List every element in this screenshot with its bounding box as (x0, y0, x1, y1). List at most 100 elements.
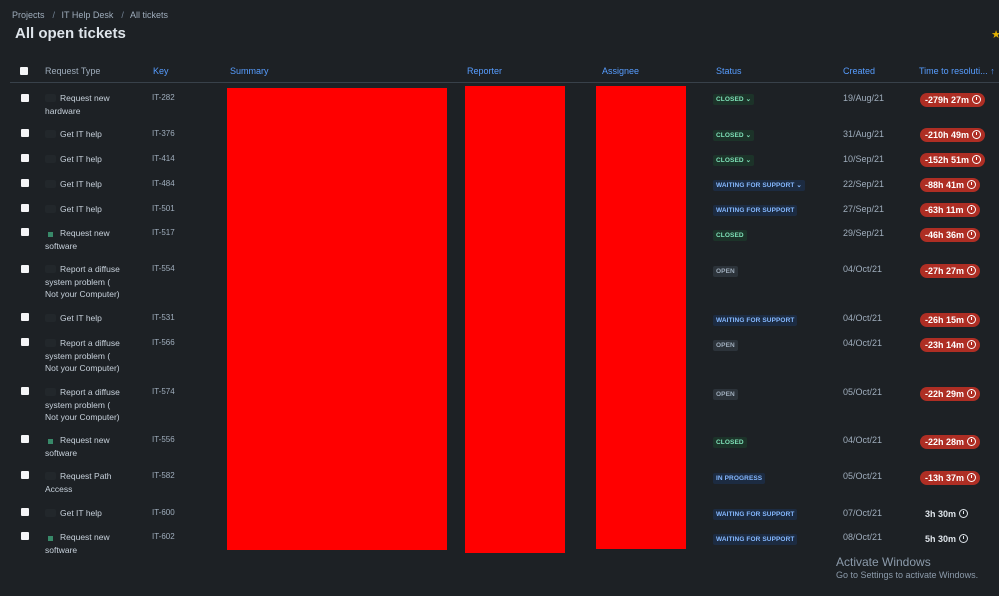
row-checkbox[interactable] (21, 228, 29, 236)
status-badge[interactable]: OPEN (713, 340, 738, 351)
time-to-resolution-value: -13h 37m (925, 473, 965, 483)
created-date: 29/Sep/21 (843, 228, 885, 238)
issue-key[interactable]: IT-414 (152, 154, 175, 163)
status-label: WAITING FOR SUPPORT (716, 207, 795, 214)
issue-key[interactable]: IT-602 (152, 532, 175, 541)
status-badge[interactable]: WAITING FOR SUPPORT ⌄ (713, 180, 805, 191)
created-date: 19/Aug/21 (843, 93, 885, 103)
time-to-resolution-badge: 3h 30m (921, 507, 972, 521)
status-label: CLOSED (716, 96, 744, 103)
select-all-checkbox[interactable] (20, 67, 28, 75)
time-to-resolution-badge: -46h 36m (920, 228, 981, 242)
created-date: 05/Oct/21 (843, 387, 883, 397)
breadcrumb-all-tickets[interactable]: All tickets (129, 10, 168, 20)
status-badge[interactable]: OPEN (713, 389, 738, 400)
issue-key[interactable]: IT-556 (152, 435, 175, 444)
col-key[interactable]: Key (153, 66, 169, 76)
chevron-down-icon: ⌄ (743, 132, 752, 139)
status-badge[interactable]: CLOSED ⌄ (713, 94, 755, 105)
issue-key[interactable]: IT-531 (152, 313, 175, 322)
row-checkbox[interactable] (21, 338, 29, 346)
issue-key[interactable]: IT-554 (152, 264, 175, 273)
breadcrumb: Projects / IT Help Desk / All tickets (12, 10, 168, 20)
status-label: CLOSED (716, 439, 744, 446)
row-checkbox[interactable] (21, 204, 29, 212)
time-to-resolution-badge: -279h 27m (920, 93, 986, 107)
status-badge[interactable]: WAITING FOR SUPPORT (713, 534, 798, 545)
request-type-label: Report a diffuse system problem ( Not yo… (45, 264, 120, 299)
request-type-label: Get IT help (60, 204, 102, 214)
col-time-to-resolution[interactable]: Time to resoluti... ↑ (919, 66, 995, 76)
assignee-redaction (596, 86, 686, 549)
clock-icon (972, 95, 982, 104)
request-type: Get IT help (45, 203, 120, 216)
row-checkbox[interactable] (21, 129, 29, 137)
status-badge[interactable]: OPEN (713, 266, 738, 277)
request-type: Report a diffuse system problem ( Not yo… (45, 337, 120, 375)
status-label: CLOSED (716, 157, 744, 164)
status-badge[interactable]: CLOSED ⌄ (713, 155, 755, 166)
status-badge[interactable]: CLOSED (713, 230, 747, 241)
time-to-resolution-badge: -27h 27m (920, 264, 981, 278)
status-badge[interactable]: WAITING FOR SUPPORT (713, 205, 798, 216)
issue-key[interactable]: IT-484 (152, 179, 175, 188)
status-label: WAITING FOR SUPPORT (716, 182, 795, 189)
request-type: Report a diffuse system problem ( Not yo… (45, 263, 120, 301)
row-checkbox[interactable] (21, 387, 29, 395)
breadcrumb-projects[interactable]: Projects (12, 10, 45, 20)
clock-icon (959, 534, 969, 543)
chevron-down-icon: ⌄ (743, 96, 752, 103)
request-type-label: Request new software (45, 532, 110, 555)
row-checkbox[interactable] (21, 265, 29, 273)
created-date: 04/Oct/21 (843, 313, 883, 323)
issue-key[interactable]: IT-501 (152, 204, 175, 213)
issue-key[interactable]: IT-282 (152, 93, 175, 102)
status-label: OPEN (716, 268, 735, 275)
created-date: 04/Oct/21 (843, 264, 883, 274)
issue-key[interactable]: IT-600 (152, 508, 175, 517)
col-status[interactable]: Status (716, 66, 742, 76)
issue-key[interactable]: IT-566 (152, 338, 175, 347)
row-checkbox[interactable] (21, 508, 29, 516)
star-icon[interactable]: ★ (991, 29, 999, 41)
reporter-redaction (465, 86, 565, 553)
row-checkbox[interactable] (21, 435, 29, 443)
row-checkbox[interactable] (21, 532, 29, 540)
row-checkbox[interactable] (21, 179, 29, 187)
request-type-label: Get IT help (60, 129, 102, 139)
row-checkbox[interactable] (21, 471, 29, 479)
col-reporter[interactable]: Reporter (467, 66, 503, 76)
row-checkbox[interactable] (21, 154, 29, 162)
request-type: Get IT help (45, 128, 120, 141)
status-badge[interactable]: WAITING FOR SUPPORT (713, 509, 798, 520)
time-to-resolution-badge: -23h 14m (920, 338, 981, 352)
time-to-resolution-value: -22h 28m (925, 437, 965, 447)
sort-arrow-icon: ↑ (990, 66, 995, 76)
time-to-resolution-value: -46h 36m (925, 230, 965, 240)
created-date: 07/Oct/21 (843, 508, 883, 518)
breadcrumb-it-help-desk[interactable]: IT Help Desk (61, 10, 114, 20)
col-request-type[interactable]: Request Type (45, 66, 101, 76)
col-summary[interactable]: Summary (230, 66, 269, 76)
issue-key[interactable]: IT-376 (152, 129, 175, 138)
status-label: WAITING FOR SUPPORT (716, 511, 795, 518)
clock-icon (966, 205, 976, 214)
request-type: Request new software (45, 434, 120, 459)
request-type-icon (48, 536, 53, 541)
row-checkbox[interactable] (21, 94, 29, 102)
issue-key[interactable]: IT-574 (152, 387, 175, 396)
col-created[interactable]: Created (843, 66, 876, 76)
request-type: Request new software (45, 227, 120, 252)
status-badge[interactable]: CLOSED ⌄ (713, 130, 755, 141)
clock-icon (967, 315, 977, 324)
issue-key[interactable]: IT-582 (152, 471, 175, 480)
status-badge[interactable]: CLOSED (713, 437, 747, 448)
status-badge[interactable]: IN PROGRESS (713, 473, 766, 484)
time-to-resolution-value: -88h 41m (925, 180, 965, 190)
row-checkbox[interactable] (21, 313, 29, 321)
status-badge[interactable]: WAITING FOR SUPPORT (713, 315, 798, 326)
issue-key[interactable]: IT-517 (152, 228, 175, 237)
request-type: Report a diffuse system problem ( Not yo… (45, 386, 120, 424)
col-assignee[interactable]: Assignee (602, 66, 640, 76)
status-label: OPEN (716, 342, 735, 349)
